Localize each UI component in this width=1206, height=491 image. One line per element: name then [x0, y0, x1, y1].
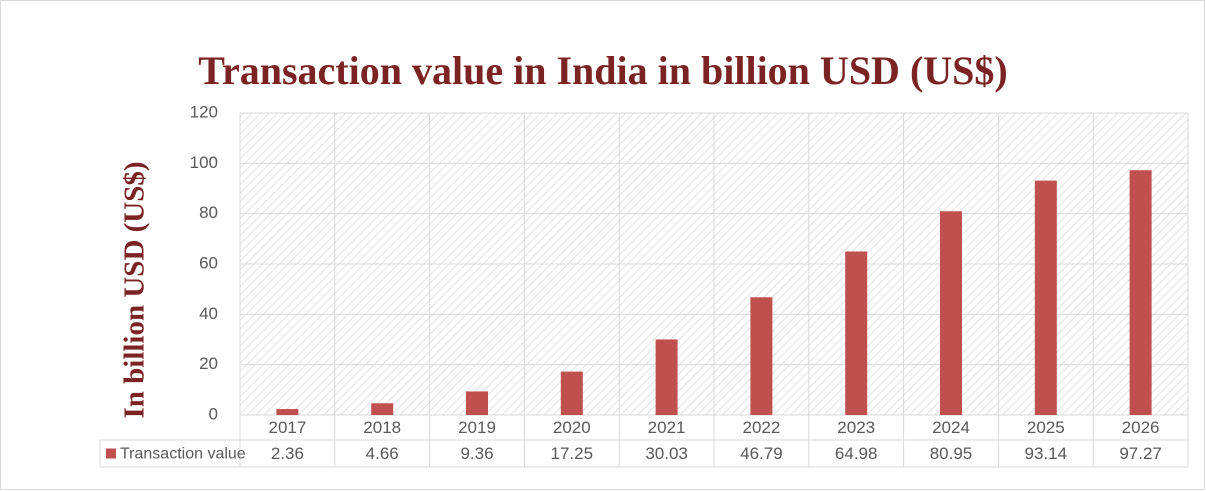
- table-value: 46.79: [740, 444, 783, 463]
- x-tick-label: 2020: [553, 418, 591, 437]
- x-tick-label: 2025: [1027, 418, 1065, 437]
- bar: [655, 339, 678, 415]
- table-value: 4.66: [366, 444, 399, 463]
- y-tick-label: 120: [190, 102, 218, 121]
- table-value: 2.36: [271, 444, 304, 463]
- x-tick-label: 2024: [932, 418, 970, 437]
- table-value: 93.14: [1025, 444, 1068, 463]
- table-value: 9.36: [460, 444, 493, 463]
- table-value: 80.95: [930, 444, 973, 463]
- y-tick-label: 0: [209, 404, 218, 423]
- y-tick-label: 60: [199, 253, 218, 272]
- table-value: 64.98: [835, 444, 878, 463]
- x-tick-label: 2026: [1122, 418, 1160, 437]
- bar: [1034, 180, 1057, 415]
- bar: [750, 297, 773, 415]
- table-value: 97.27: [1119, 444, 1162, 463]
- x-tick-label: 2023: [837, 418, 875, 437]
- bar: [371, 403, 394, 415]
- x-tick-label: 2021: [648, 418, 686, 437]
- y-tick-label: 20: [199, 354, 218, 373]
- legend-key: [106, 448, 116, 459]
- x-tick-label: 2022: [742, 418, 780, 437]
- bar: [466, 391, 488, 415]
- x-tick-label: 2017: [268, 418, 306, 437]
- x-tick-label: 2018: [363, 418, 401, 437]
- legend-label: Transaction value: [120, 446, 246, 463]
- x-tick-label: 2019: [458, 418, 496, 437]
- bar: [845, 251, 868, 415]
- y-tick-label: 40: [199, 304, 218, 323]
- bar: [1129, 170, 1152, 415]
- bar: [940, 211, 962, 415]
- y-tick-label: 100: [190, 153, 218, 172]
- bar: [560, 371, 583, 415]
- chart-title: Transaction value in India in billion US…: [198, 48, 1007, 93]
- bar: [276, 409, 299, 415]
- y-axis-title: In billion USD (US$): [119, 161, 151, 418]
- table-value: 30.03: [645, 444, 688, 463]
- table-value: 17.25: [551, 444, 594, 463]
- y-tick-label: 80: [199, 203, 218, 222]
